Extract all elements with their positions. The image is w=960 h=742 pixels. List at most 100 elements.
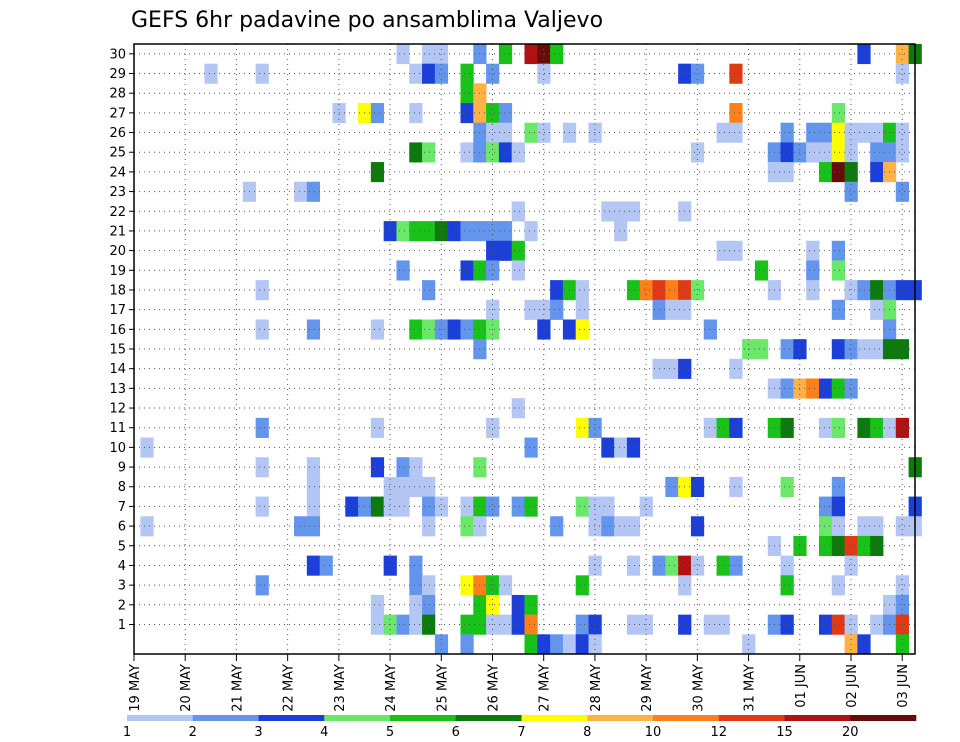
y-tick-label: 26 <box>109 126 126 141</box>
y-tick-label: 15 <box>109 343 126 358</box>
heatmap-cell <box>857 417 871 438</box>
heatmap-cell <box>255 575 269 596</box>
chart-title: GEFS 6hr padavine po ansamblima Valjevo <box>131 8 603 33</box>
heatmap-cell <box>409 614 423 635</box>
heatmap-cell <box>524 614 538 635</box>
y-tick-label: 9 <box>118 461 126 476</box>
heatmap-cell <box>498 142 513 163</box>
y-tick-label: 17 <box>109 303 126 318</box>
heatmap-cell <box>844 142 858 163</box>
x-tick-label: 20 MAY <box>179 664 194 712</box>
heatmap-cell <box>601 201 615 222</box>
heatmap-cell <box>345 496 359 517</box>
heatmap-cell <box>895 417 909 438</box>
heatmap-cell <box>409 103 423 124</box>
heatmap-cell <box>818 614 833 635</box>
heatmap-cell <box>486 142 500 163</box>
heatmap-cell <box>422 319 436 340</box>
heatmap-cell <box>486 417 500 438</box>
heatmap-cell <box>498 44 513 65</box>
heatmap-cell <box>716 614 730 635</box>
heatmap-cell <box>870 339 884 360</box>
heatmap-cell <box>511 240 525 261</box>
heatmap-cell <box>306 181 321 202</box>
heatmap-cell <box>396 221 410 242</box>
heatmap-cell <box>690 555 705 576</box>
heatmap-cell <box>370 496 385 517</box>
heatmap-cell <box>614 437 628 458</box>
heatmap-cell <box>550 280 564 301</box>
heatmap-cell <box>524 221 538 242</box>
heatmap-cell <box>434 496 449 517</box>
y-tick-label: 20 <box>109 244 126 259</box>
x-tick-label: 30 MAY <box>691 664 706 712</box>
heatmap-cell <box>857 339 871 360</box>
y-tick-label: 25 <box>109 146 126 161</box>
heatmap-cell <box>511 614 525 635</box>
heatmap-cell <box>895 516 909 537</box>
heatmap-cell <box>409 142 423 163</box>
heatmap-cell <box>306 476 321 497</box>
heatmap-cell <box>370 417 385 438</box>
heatmap-cell <box>818 535 833 557</box>
heatmap-cell <box>409 457 423 478</box>
y-tick-label: 12 <box>109 402 126 417</box>
heatmap-cell <box>409 221 423 242</box>
heatmap-cell <box>780 142 794 163</box>
heatmap-cell <box>729 417 743 438</box>
heatmap-cell <box>434 221 449 242</box>
heatmap-cell <box>626 201 641 222</box>
heatmap-cell <box>831 575 845 596</box>
heatmap-cell <box>806 260 820 281</box>
heatmap-cell <box>895 122 909 143</box>
x-tick-label: 28 MAY <box>589 664 604 712</box>
heatmap-cell <box>857 516 871 537</box>
y-tick-label: 2 <box>118 598 126 613</box>
heatmap-cell <box>140 437 154 458</box>
heatmap-cell <box>306 457 321 478</box>
heatmap-cell <box>626 516 641 537</box>
heatmap-cell <box>370 614 385 635</box>
heatmap-cell <box>806 122 820 143</box>
heatmap-cell <box>306 516 321 537</box>
x-tick-label: 03 JUN <box>896 664 911 708</box>
heatmap-cell <box>575 319 589 340</box>
heatmap-cell <box>588 122 602 143</box>
heatmap-cell <box>780 476 794 497</box>
y-tick-label: 16 <box>109 323 126 338</box>
heatmap-cell <box>511 398 525 419</box>
heatmap-cell <box>396 457 410 478</box>
heatmap-cell <box>844 535 858 557</box>
y-tick-label: 18 <box>109 283 126 298</box>
heatmap-cell <box>511 201 525 222</box>
y-tick-label: 21 <box>109 224 126 239</box>
heatmap-cell <box>665 358 679 379</box>
heatmap-cell <box>729 63 743 84</box>
x-tick-label: 01 JUN <box>794 664 809 708</box>
heatmap-cell <box>422 496 436 517</box>
heatmap-cell <box>409 594 423 616</box>
heatmap-cell <box>550 44 564 65</box>
heatmap-cell <box>409 476 423 497</box>
heatmap-cell <box>626 614 641 635</box>
heatmap-cell <box>255 457 269 478</box>
heatmap-cell <box>255 280 269 301</box>
heatmap-cell <box>204 63 218 84</box>
y-tick-label: 23 <box>109 185 126 200</box>
heatmap-cell <box>434 63 449 84</box>
heatmap-cell <box>575 496 589 517</box>
heatmap-cell <box>588 516 602 537</box>
heatmap-cell <box>460 260 474 281</box>
heatmap-cell <box>601 516 615 537</box>
heatmap-cell <box>614 221 628 242</box>
colorbar-swatch <box>850 715 917 721</box>
heatmap-cell <box>844 181 858 202</box>
heatmap-cell <box>780 162 794 183</box>
colorbar-swatch <box>127 715 194 721</box>
heatmap-cell <box>511 594 525 616</box>
heatmap-cell <box>575 634 589 655</box>
heatmap-cell <box>818 496 833 517</box>
colorbar-label: 2 <box>189 725 197 740</box>
heatmap-cell <box>639 496 653 517</box>
heatmap-cell <box>831 299 845 320</box>
